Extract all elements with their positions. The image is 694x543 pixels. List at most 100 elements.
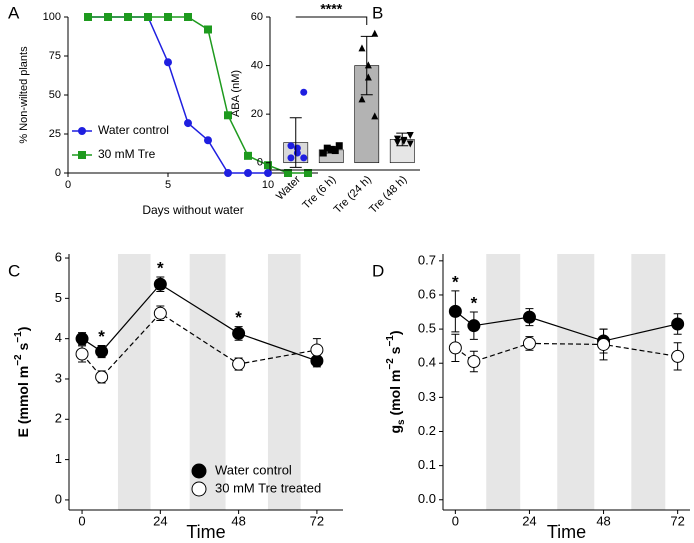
data-point [393, 135, 401, 143]
data-point [331, 147, 339, 155]
y-axis-label-part: E (mmol m [15, 366, 31, 438]
data-point [287, 154, 295, 162]
data-point [358, 95, 366, 103]
data-point [335, 142, 343, 150]
data-point [244, 169, 252, 177]
data-point [467, 355, 481, 369]
y-tick-label: 1 [55, 451, 62, 466]
panel-label: C [8, 261, 20, 280]
data-point [406, 140, 414, 148]
y-tick-label: 5 [55, 290, 62, 305]
data-point [232, 357, 246, 371]
data-point [104, 13, 112, 21]
legend-marker [191, 463, 207, 479]
x-axis-label: Time [186, 522, 225, 542]
data-point [164, 13, 172, 21]
y-tick-label: 6 [55, 249, 62, 264]
error-bar [396, 132, 409, 147]
y-tick-label: 0.6 [418, 286, 436, 301]
data-point [671, 317, 685, 331]
y-axis-label-part: g [387, 425, 403, 434]
y-axis-label-part: ) [387, 330, 403, 335]
significance-label: * [235, 308, 242, 327]
error-bar [289, 117, 302, 168]
data-point [323, 144, 331, 152]
y-axis-label-part: −1 [385, 335, 396, 347]
y-tick-label: 50 [49, 89, 61, 101]
shaded-region [267, 254, 301, 510]
y-axis-label: gs (mol m−2 s−1) [385, 330, 407, 433]
significance-bracket [295, 16, 368, 25]
data-point [371, 112, 379, 120]
y-tick-label: 25 [49, 128, 61, 140]
y-tick-label: 0 [257, 157, 263, 169]
data-point [75, 332, 89, 346]
significance-label: * [452, 272, 459, 291]
data-point [467, 319, 481, 333]
y-tick-label: 2 [55, 411, 62, 426]
data-point [224, 169, 232, 177]
x-tick-label: 10 [262, 179, 274, 191]
data-point [204, 136, 212, 145]
data-point [95, 345, 109, 359]
data-point [671, 349, 685, 363]
x-axis-label: Days without water [142, 203, 243, 217]
data-point [244, 151, 252, 160]
data-point [153, 277, 167, 291]
legend-label: Water control [215, 462, 292, 477]
x-tick-label: 5 [165, 179, 171, 191]
data-point [164, 58, 172, 67]
data-point [358, 44, 366, 52]
y-axis-label: E (mmol m−2 s−1) [13, 327, 31, 438]
y-axis-label-part: −2 [13, 354, 24, 366]
data-point [75, 347, 89, 361]
x-tick-label: 0 [78, 513, 85, 528]
data-point [264, 169, 272, 177]
data-point [364, 61, 372, 69]
data-point [204, 25, 212, 34]
y-tick-label: 0.1 [418, 457, 436, 472]
data-point [153, 306, 167, 320]
legend-marker [191, 481, 207, 497]
legend-label: 30 mM Tre [98, 147, 156, 161]
data-point [293, 149, 301, 157]
y-tick-label: 4 [55, 330, 62, 345]
y-tick-label: 0.3 [418, 389, 436, 404]
x-tick-label: Water [274, 173, 303, 202]
legend-marker [78, 127, 86, 135]
y-axis-label-part: s [396, 419, 407, 425]
x-axis-label: Time [547, 522, 586, 542]
y-tick-label: 0 [55, 167, 61, 179]
significance-label: **** [320, 1, 342, 17]
data-point [95, 370, 109, 384]
data-point [310, 343, 324, 357]
y-axis-label-part: s [15, 343, 31, 355]
y-tick-label: 0.4 [418, 355, 436, 370]
y-axis-label: % Non-wilted plants [18, 46, 30, 144]
data-point [124, 13, 132, 21]
data-point [84, 13, 92, 21]
legend-label: Water control [98, 123, 169, 137]
data-point [184, 13, 192, 21]
y-tick-label: 0.0 [418, 491, 436, 506]
data-point [522, 310, 536, 324]
x-tick-label: 0 [452, 513, 459, 528]
data-point [284, 169, 292, 177]
x-tick-label: 48 [596, 513, 610, 528]
y-tick-label: 40 [251, 59, 263, 71]
data-point [300, 88, 308, 96]
data-point [304, 169, 312, 177]
error-bar [325, 146, 338, 154]
y-tick-label: 75 [49, 50, 61, 62]
y-tick-label: 3 [55, 370, 62, 385]
y-tick-label: 100 [43, 11, 61, 23]
y-tick-label: 0.5 [418, 321, 436, 336]
y-tick-label: 0.7 [418, 252, 436, 267]
x-tick-label: 24 [522, 513, 536, 528]
x-tick-label: Tre (24 h) [332, 174, 374, 216]
error-bar [360, 35, 373, 96]
y-tick-label: 0.2 [418, 423, 436, 438]
x-tick-label: 24 [153, 513, 167, 528]
data-point [232, 326, 246, 340]
